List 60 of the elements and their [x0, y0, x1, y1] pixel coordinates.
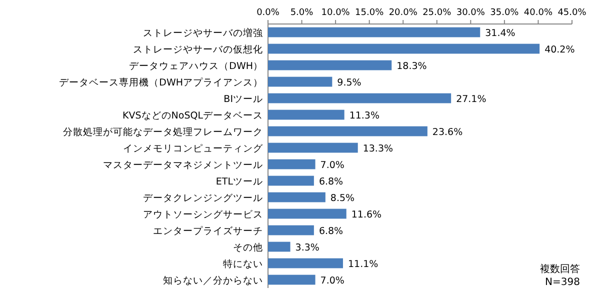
y-tick-label: エンタープライズサーチ — [153, 224, 263, 237]
data-label: 27.1% — [456, 94, 486, 105]
bar — [268, 176, 314, 186]
y-tick-label: BIツール — [224, 94, 263, 105]
data-label: 3.3% — [295, 242, 320, 254]
data-label: 8.5% — [330, 192, 355, 204]
x-tick-label: 5.0% — [290, 8, 314, 18]
data-label: 11.6% — [351, 209, 382, 220]
bar — [268, 225, 314, 236]
y-tick-label: データクレンジングツール — [143, 192, 263, 204]
bar — [268, 159, 316, 170]
bar — [268, 44, 540, 54]
data-label: 31.4% — [485, 28, 516, 39]
bar — [268, 110, 344, 120]
y-tick-label: その他 — [233, 241, 263, 254]
annotation: N=398 — [545, 277, 580, 288]
x-tick-label: 40.0% — [524, 8, 553, 18]
bar — [268, 27, 480, 38]
x-tick-label: 20.0% — [388, 8, 418, 18]
x-tick-label: 15.0% — [355, 8, 384, 18]
bar — [268, 142, 358, 153]
bar — [268, 126, 428, 136]
data-label: 7.0% — [320, 275, 344, 286]
x-tick-label: 25.0% — [422, 8, 452, 18]
bar — [268, 76, 332, 87]
data-label: 13.3% — [362, 143, 394, 154]
x-tick-label: 10.0% — [321, 8, 350, 18]
annotation: 複数回答 — [540, 263, 580, 275]
bar — [268, 192, 326, 202]
bar — [268, 274, 316, 285]
y-tick-label: 分散処理が可能なデータ処理フレームワーク — [63, 126, 263, 138]
data-label: 7.0% — [320, 160, 344, 171]
y-tick-label: ETLツール — [216, 176, 263, 188]
y-tick-label: マスターデータマネジメントツール — [103, 160, 263, 171]
x-tick-label: 45.0% — [558, 8, 587, 18]
data-label: 23.6% — [432, 126, 463, 138]
data-label: 40.2% — [544, 44, 575, 56]
x-tick-label: 0.0% — [256, 8, 280, 18]
data-label: 6.8% — [318, 226, 344, 237]
y-tick-label: データベース専用機（DWHアプライアンス） — [59, 76, 263, 88]
y-tick-label: データウェアハウス（DWH） — [129, 60, 263, 72]
data-label: 11.3% — [349, 110, 380, 122]
bar — [268, 258, 343, 268]
y-tick-label: ストレージやサーバの仮想化 — [133, 43, 263, 56]
x-tick-label: 30.0% — [456, 8, 486, 18]
bar — [268, 93, 452, 104]
data-label: 6.8% — [318, 176, 344, 188]
x-tick-label: 35.0% — [490, 8, 520, 18]
data-label: 9.5% — [337, 77, 362, 88]
y-tick-label: 特にない — [223, 258, 263, 270]
data-label: 11.1% — [348, 258, 378, 270]
y-tick-label: アウトソーシングサービス — [143, 209, 263, 220]
y-tick-label: 知らない／分からない — [163, 274, 263, 286]
bar — [268, 242, 290, 252]
bar — [268, 208, 346, 219]
bar — [268, 60, 392, 70]
y-tick-label: KVSなどのNoSQLデータベース — [122, 110, 263, 122]
y-tick-label: ストレージやサーバの増強 — [143, 26, 263, 39]
data-label: 18.3% — [396, 60, 427, 72]
y-tick-label: インメモリコンピューティング — [123, 143, 264, 154]
